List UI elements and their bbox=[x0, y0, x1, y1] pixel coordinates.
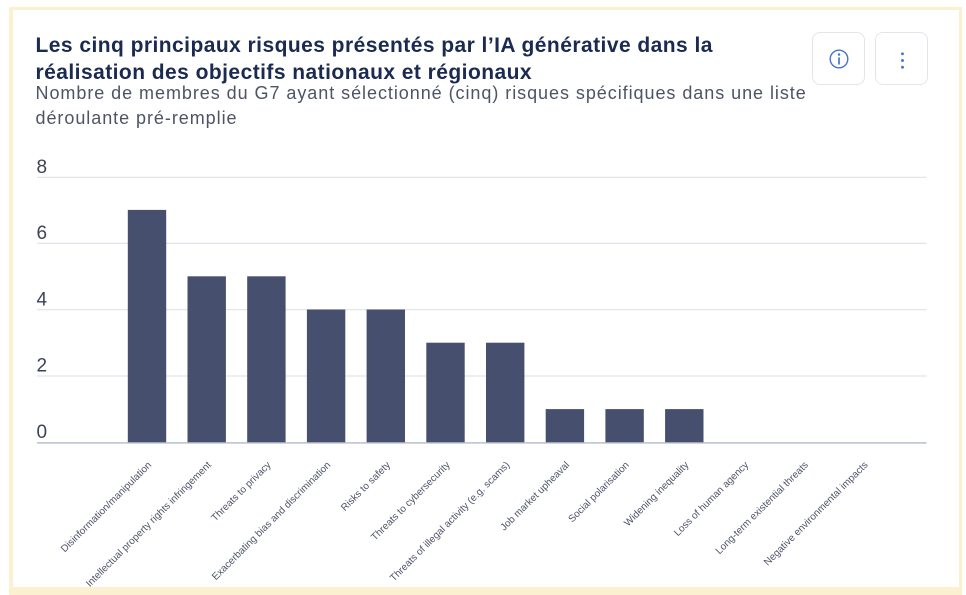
svg-text:Exacerbating bias and discrimi: Exacerbating bias and discrimination bbox=[210, 460, 333, 583]
svg-text:Negative environmental impacts: Negative environmental impacts bbox=[762, 460, 870, 568]
svg-text:Threats of illegal activity (e: Threats of illegal activity (e.g. scams) bbox=[388, 460, 512, 584]
svg-text:0: 0 bbox=[36, 422, 47, 443]
svg-text:Threats to privacy: Threats to privacy bbox=[209, 460, 273, 524]
svg-text:Social polarisation: Social polarisation bbox=[566, 460, 631, 525]
svg-text:6: 6 bbox=[36, 223, 47, 244]
svg-text:Job market upheaval: Job market upheaval bbox=[498, 460, 571, 533]
svg-text:Intellectual property rights i: Intellectual property rights infringemen… bbox=[84, 460, 214, 587]
svg-text:Risks to safety: Risks to safety bbox=[339, 460, 393, 514]
svg-text:Widening inequality: Widening inequality bbox=[622, 460, 691, 529]
svg-text:4: 4 bbox=[36, 289, 47, 310]
svg-text:8: 8 bbox=[36, 157, 47, 178]
svg-text:2: 2 bbox=[36, 356, 47, 377]
